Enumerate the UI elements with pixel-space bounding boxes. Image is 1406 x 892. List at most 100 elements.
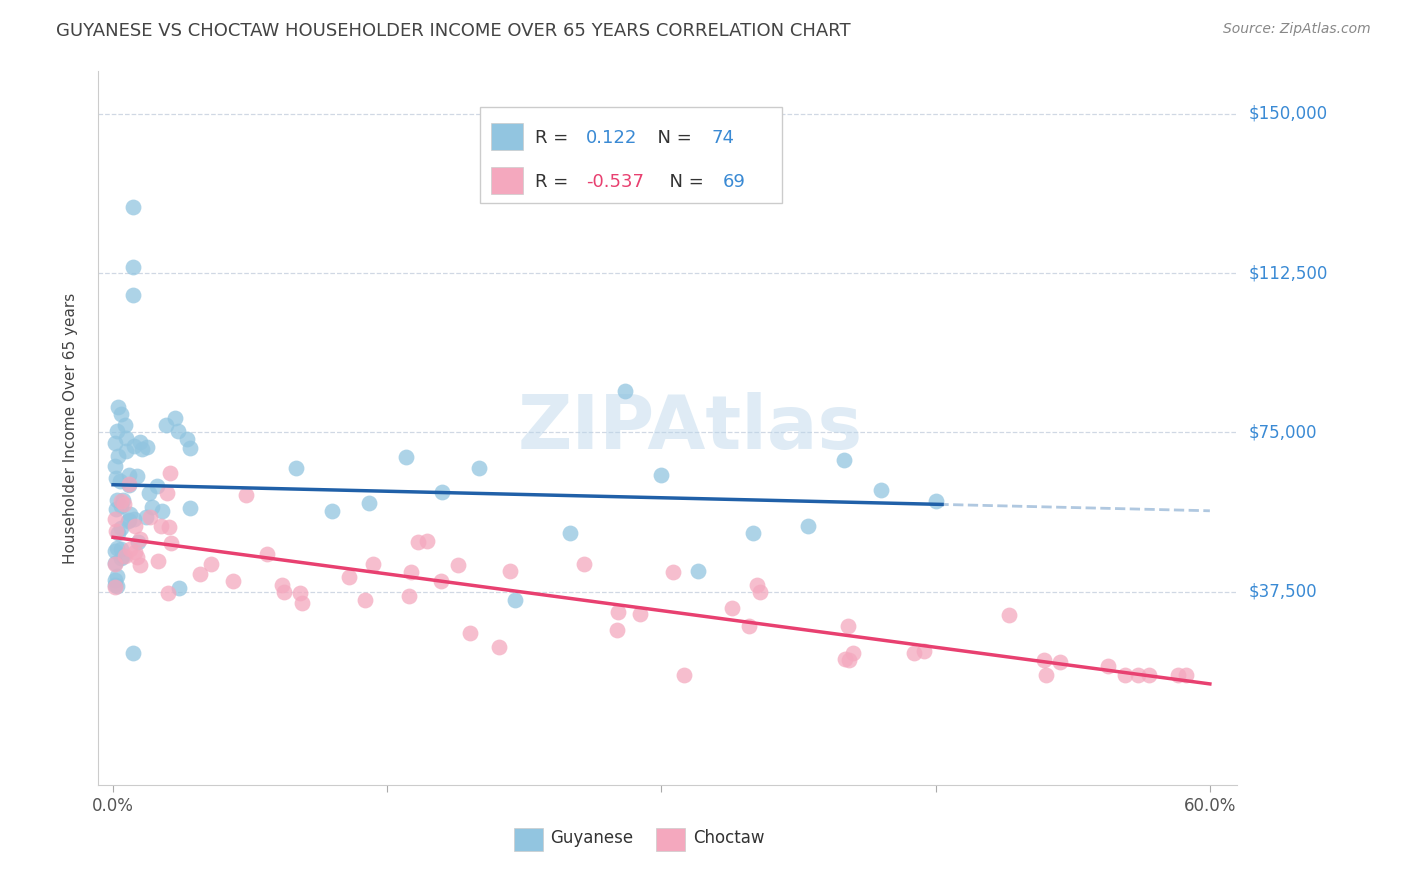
Point — [110, 542, 132, 557]
Point — [108, 474, 131, 488]
Bar — [491, 123, 523, 150]
Point — [745, 578, 768, 592]
Text: 69: 69 — [723, 173, 745, 191]
Point — [291, 595, 314, 609]
Point — [179, 441, 201, 455]
Point — [1097, 659, 1119, 673]
Point — [662, 565, 685, 579]
Point — [107, 424, 129, 438]
Text: 74: 74 — [711, 128, 734, 147]
Point — [159, 466, 181, 480]
Point — [832, 453, 855, 467]
Text: N =: N = — [647, 128, 697, 147]
Point — [284, 461, 307, 475]
Point — [104, 543, 127, 558]
Point — [104, 512, 127, 526]
Point — [118, 468, 141, 483]
Point — [105, 492, 128, 507]
Point — [105, 524, 128, 539]
Point — [129, 435, 152, 450]
Point — [157, 585, 180, 599]
Point — [741, 526, 763, 541]
Point — [112, 497, 135, 511]
Point — [105, 471, 128, 485]
Point — [127, 550, 149, 565]
Text: R =: R = — [534, 128, 574, 147]
Point — [613, 384, 636, 399]
Point — [838, 653, 860, 667]
Point — [998, 608, 1021, 623]
Point — [104, 574, 127, 588]
Point — [748, 585, 770, 599]
Point — [842, 646, 865, 660]
Point — [869, 483, 891, 497]
Point — [447, 558, 470, 572]
Point — [122, 439, 145, 453]
Point — [105, 541, 128, 556]
Point — [104, 580, 127, 594]
Point — [104, 556, 127, 570]
Point — [122, 200, 145, 214]
Text: N =: N = — [658, 173, 709, 191]
Point — [235, 488, 257, 502]
Point — [112, 493, 135, 508]
Point — [686, 565, 709, 579]
Point — [1035, 667, 1057, 681]
Point — [146, 479, 169, 493]
Point — [271, 578, 294, 592]
Text: ZIPAtlas: ZIPAtlas — [517, 392, 863, 465]
Text: $37,500: $37,500 — [1249, 582, 1317, 600]
Point — [924, 494, 946, 508]
FancyBboxPatch shape — [479, 107, 782, 203]
Point — [104, 558, 127, 572]
Point — [256, 547, 278, 561]
Point — [104, 435, 127, 450]
Text: $150,000: $150,000 — [1249, 105, 1327, 123]
Point — [467, 461, 489, 475]
Point — [837, 619, 859, 633]
Point — [114, 444, 136, 458]
Point — [834, 652, 856, 666]
Point — [499, 564, 522, 578]
Point — [124, 519, 146, 533]
Bar — [657, 829, 685, 851]
Point — [141, 500, 163, 514]
Point — [110, 520, 132, 534]
Point — [1032, 653, 1054, 667]
Point — [115, 431, 138, 445]
Point — [122, 646, 145, 660]
Point — [104, 501, 127, 516]
Point — [110, 494, 132, 508]
Point — [488, 640, 510, 654]
Point — [606, 623, 628, 637]
Point — [122, 512, 145, 526]
Point — [179, 501, 201, 516]
Point — [139, 510, 162, 524]
Point — [105, 569, 128, 583]
Point — [672, 667, 695, 681]
Point — [122, 260, 145, 274]
Point — [200, 557, 222, 571]
Point — [558, 526, 581, 541]
Point — [155, 418, 177, 433]
Point — [406, 535, 429, 549]
Point — [110, 500, 132, 514]
Point — [160, 536, 183, 550]
Point — [337, 570, 360, 584]
Point — [118, 478, 141, 492]
Point — [416, 534, 439, 549]
Text: $112,500: $112,500 — [1249, 264, 1327, 282]
Point — [167, 425, 190, 439]
Point — [503, 592, 526, 607]
Point — [361, 557, 384, 571]
Point — [1137, 667, 1160, 681]
Point — [148, 554, 170, 568]
Point — [121, 287, 143, 301]
Point — [912, 644, 935, 658]
Point — [117, 477, 139, 491]
Point — [152, 504, 174, 518]
Point — [107, 526, 129, 541]
Point — [124, 545, 146, 559]
Point — [1175, 667, 1198, 681]
Bar — [515, 829, 543, 851]
